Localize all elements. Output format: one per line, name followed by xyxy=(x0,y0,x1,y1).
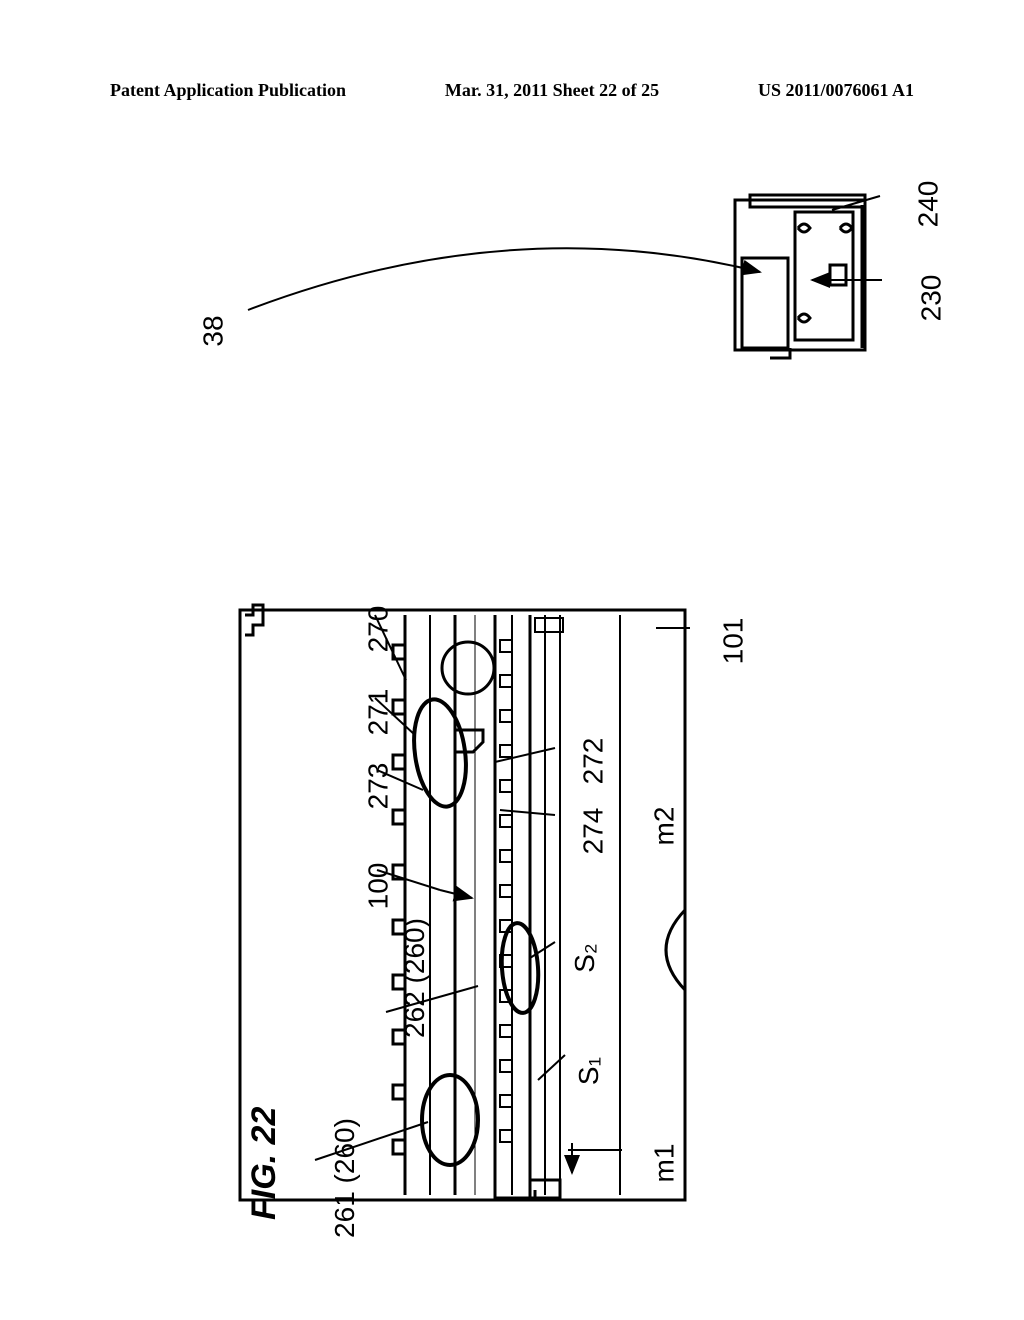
patent-drawing xyxy=(90,150,930,1210)
figure-area: FIG. 22 270 271 273 100 262 (260) 261 (2… xyxy=(90,150,930,1210)
page-header: Patent Application Publication Mar. 31, … xyxy=(0,80,1024,101)
header-left: Patent Application Publication xyxy=(110,80,346,101)
header-right: US 2011/0076061 A1 xyxy=(758,80,914,101)
header-center: Mar. 31, 2011 Sheet 22 of 25 xyxy=(445,80,659,101)
